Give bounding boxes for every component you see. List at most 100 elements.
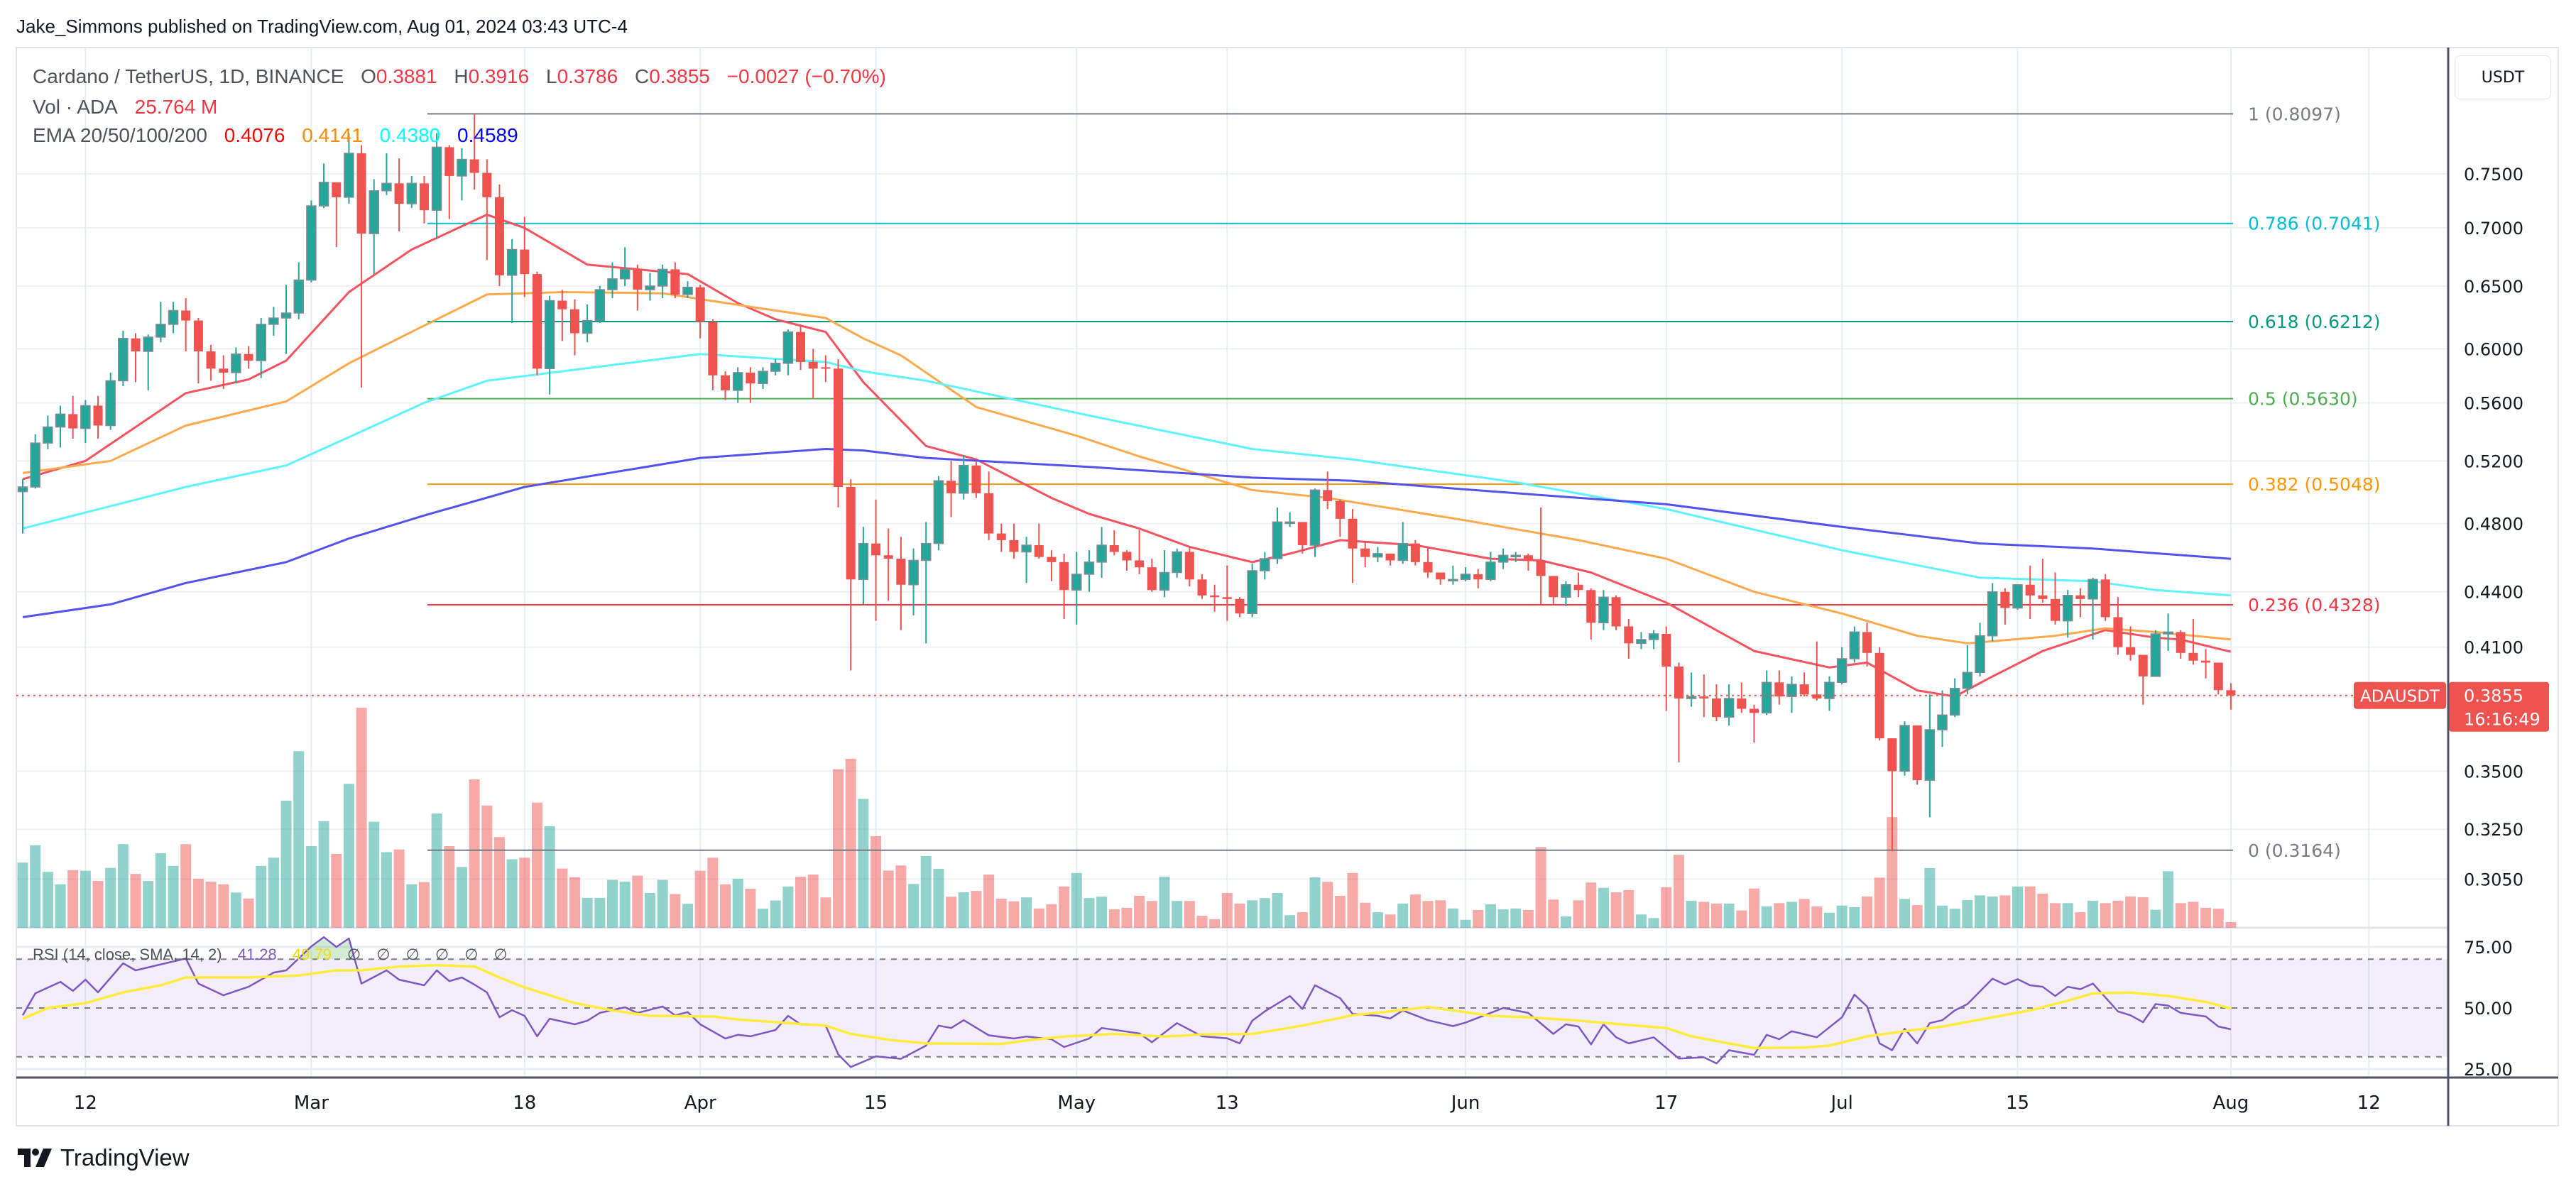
candle-body [2188,652,2198,661]
volume-bar [2024,886,2036,928]
candle [1824,676,1835,711]
candle [369,179,380,275]
ema-legend[interactable]: EMA 20/50/100/200 0.4076 0.4141 0.4380 0… [33,124,518,147]
volume-bar [1522,910,1534,928]
candle-body [457,158,467,177]
candle [1084,550,1095,592]
tradingview-logo[interactable]: TradingView [18,1144,190,1171]
candle-body [1611,597,1621,627]
candle [206,344,216,381]
volume-bar [1059,886,1070,928]
candle-body [1536,560,1546,576]
volume-bar [670,894,681,928]
na-value: ∅ [405,946,420,963]
volume-bar [594,897,606,928]
candle [946,461,956,517]
volume-bar [469,779,480,928]
volume-bar [1422,901,1434,928]
candle [256,318,266,378]
volume-legend[interactable]: Vol · ADA 25.764 M [33,96,217,119]
candle [1109,530,1119,556]
volume-bar [1497,909,1509,928]
candle-body [17,486,28,493]
volume-bar [318,821,329,928]
candle [619,247,631,286]
volume-bar [30,845,41,928]
candle [532,271,542,376]
candle [2012,584,2023,610]
volume-bar [256,865,267,928]
candle-body [933,480,944,544]
candle-body [834,368,844,488]
candle-body [1674,666,1683,699]
volume-bar [1234,903,1245,928]
candle [155,302,166,343]
ema50-line [22,291,2232,645]
candle-body [506,248,518,276]
candle-body [1586,590,1596,623]
candle-body [1247,570,1257,615]
time-tick-label: Jun [1450,1092,1480,1114]
candle [1611,595,1621,630]
candle-body [2000,591,2010,608]
candle-body [1410,543,1420,562]
candle [1586,588,1596,640]
candle-body [959,464,969,494]
candle [1034,523,1044,559]
candle-body [1235,598,1245,614]
time-tick-label: 15 [864,1092,888,1114]
candle [1460,567,1471,581]
candle-body [858,542,869,581]
symbol-title[interactable]: Cardano / TetherUS, 1D, BINANCE [33,65,344,87]
candle [1247,564,1257,618]
candle-body [2150,633,2161,677]
candle [406,175,417,209]
candle [708,319,718,390]
candle [1874,647,1884,741]
candle-body [2087,579,2098,600]
volume-bar [1108,909,1120,928]
candle [1561,581,1571,606]
candle-body [268,317,279,325]
candle-body [808,361,818,369]
volume-bar [833,769,844,928]
volume-bar [1008,901,1020,928]
price-tick-label: 0.6500 [2464,277,2523,297]
candle-body [544,300,555,370]
candle [883,528,893,601]
candle-body [1323,490,1333,501]
candle-body [2051,598,2061,621]
candle-body [1021,544,1032,553]
fib-level-label: 0.618 (0.6212) [2248,312,2381,332]
candle [431,133,442,240]
candle-body [1159,571,1170,591]
candle-body [444,147,454,176]
volume-bar [682,904,694,928]
candle [1436,572,1446,585]
candle-body [1485,561,1496,581]
na-value: ∅ [376,946,391,963]
candle [557,290,567,341]
candle-body [2062,595,2073,622]
candle-body [1059,561,1069,591]
candle-body [1962,672,1973,689]
close-label: C [634,65,650,87]
candle [1924,694,1936,818]
volume-bar [871,835,882,928]
candle-body [1122,552,1132,561]
rsi-legend[interactable]: RSI (14, close, SMA, 14, 2) 41.28 49.79 … [33,946,508,964]
time-tick-label: 15 [2006,1092,2029,1114]
currency-button[interactable]: USDT [2455,55,2551,99]
candle [318,163,329,209]
candle-body [244,354,253,361]
volume-label: Vol · ADA [33,96,118,118]
candle-body [569,309,579,334]
candle-body [682,286,693,295]
fibonacci-retracement[interactable]: 1 (0.8097) 0.786 (0.7041) 0.618 (0.6212) 0.… [427,104,2381,861]
candle [2226,683,2236,710]
candle [908,548,919,615]
candle [858,527,869,605]
candle-body [708,322,718,376]
volume-bar [1661,887,1672,928]
